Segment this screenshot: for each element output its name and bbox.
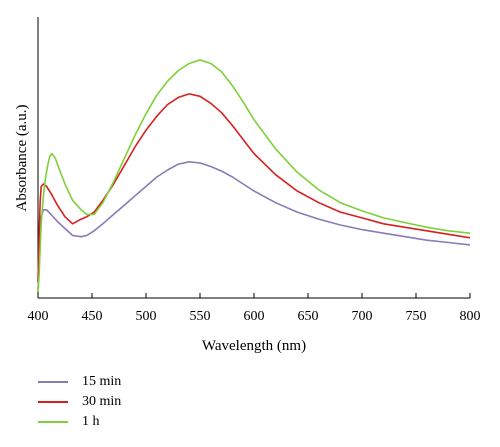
legend-swatch bbox=[38, 421, 68, 423]
y-axis-title: Absorbance (a.u.) bbox=[14, 104, 30, 211]
legend-item: 15 min bbox=[38, 372, 121, 392]
legend-swatch bbox=[38, 381, 68, 383]
series-layer bbox=[37, 59, 471, 292]
x-tick-label: 750 bbox=[406, 309, 427, 324]
legend-label: 15 min bbox=[82, 374, 122, 389]
legend-swatch bbox=[38, 401, 68, 403]
x-axis-title: Wavelength (nm) bbox=[202, 338, 306, 354]
series-line-3 bbox=[37, 59, 471, 292]
x-tick-label: 700 bbox=[352, 309, 373, 324]
legend-item: 30 min bbox=[38, 392, 121, 412]
ticks-layer: 400 450 500 550 600 650 700 750 800 bbox=[28, 293, 481, 324]
legend: 15 min 30 min 1 h bbox=[38, 372, 121, 432]
series-line-1 bbox=[37, 161, 471, 290]
series-line-2 bbox=[37, 93, 471, 283]
x-tick-label: 500 bbox=[136, 309, 157, 324]
x-tick-label: 450 bbox=[82, 309, 103, 324]
legend-label: 1 h bbox=[82, 414, 100, 429]
x-tick-label: 550 bbox=[190, 309, 211, 324]
axes bbox=[37, 17, 470, 299]
legend-item: 1 h bbox=[38, 412, 121, 432]
x-tick-label: 400 bbox=[28, 309, 49, 324]
x-tick-label: 800 bbox=[460, 309, 481, 324]
x-tick-label: 650 bbox=[298, 309, 319, 324]
legend-label: 30 min bbox=[82, 394, 122, 409]
x-tick-label: 600 bbox=[244, 309, 265, 324]
